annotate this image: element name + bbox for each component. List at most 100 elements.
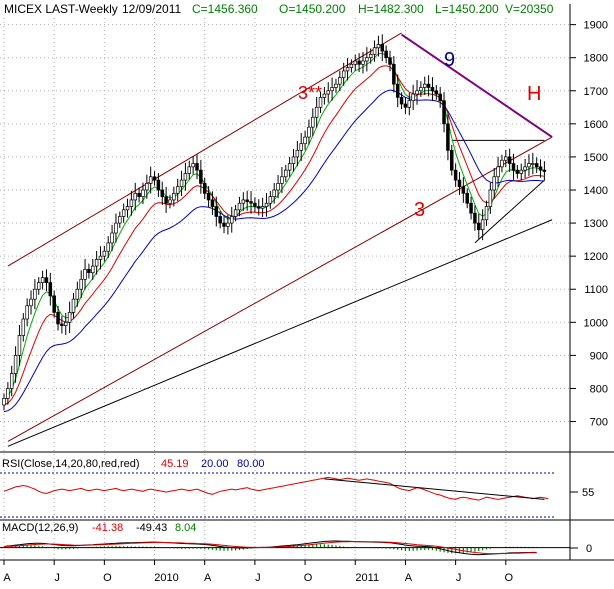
candle-body xyxy=(368,54,373,59)
candle xyxy=(488,182,493,214)
candle xyxy=(25,298,29,327)
candle xyxy=(322,86,327,105)
candle xyxy=(295,140,300,167)
candle xyxy=(233,204,238,222)
candle-body xyxy=(515,169,520,174)
candle-body xyxy=(129,199,134,207)
x-axis-labels: A J O 2010 A J O 2011 A J O xyxy=(3,560,514,584)
candle-body xyxy=(145,183,149,191)
candle xyxy=(399,92,404,110)
candle-body xyxy=(229,216,234,224)
y-tick-label-1400: 1400 xyxy=(584,185,608,197)
candle-body xyxy=(187,166,192,174)
candle xyxy=(79,270,83,299)
candle xyxy=(430,77,435,102)
candle xyxy=(465,188,469,209)
candle xyxy=(422,76,427,96)
candle-body xyxy=(102,250,107,257)
wave-annotations: 3** 9 H 3 xyxy=(298,49,541,221)
x-tick-label-3: 2010 xyxy=(154,572,178,584)
x-tick-label-6: O xyxy=(304,572,313,584)
candle xyxy=(222,216,226,234)
candle xyxy=(206,186,211,208)
candle-body xyxy=(64,321,68,326)
candle xyxy=(253,197,257,213)
candle xyxy=(264,193,269,217)
candle-body xyxy=(311,116,315,128)
candle xyxy=(94,250,99,275)
candle xyxy=(500,154,504,173)
candle-body xyxy=(110,232,114,244)
candle xyxy=(60,316,64,334)
candle-body xyxy=(318,97,323,108)
resistance-line xyxy=(401,33,553,138)
candle xyxy=(311,108,315,137)
candle xyxy=(280,167,284,194)
candle xyxy=(106,236,110,258)
candle xyxy=(21,313,26,342)
candle-body xyxy=(121,209,126,217)
candle-body xyxy=(249,201,253,204)
rsi-series xyxy=(3,476,549,501)
candle-body xyxy=(137,192,141,197)
candle-body xyxy=(199,169,203,184)
candle xyxy=(64,312,68,335)
rsi-lower-band-value: 20.00 xyxy=(201,458,229,470)
candle-body xyxy=(353,60,358,65)
y-tick-label-1200: 1200 xyxy=(584,251,608,263)
candle xyxy=(484,200,489,226)
candle xyxy=(538,159,543,178)
candle xyxy=(446,113,450,161)
y-tick-label-1000: 1000 xyxy=(584,317,608,329)
candle-body xyxy=(148,176,153,184)
candle xyxy=(307,119,311,145)
candle-body xyxy=(330,87,334,92)
candle xyxy=(365,47,369,72)
candle-body xyxy=(202,183,207,194)
candle xyxy=(125,198,130,218)
candle xyxy=(102,245,107,262)
candle-body xyxy=(260,206,265,209)
candle-body xyxy=(56,312,60,325)
candle xyxy=(91,258,95,280)
candle xyxy=(515,164,520,179)
y-tick-label-900: 900 xyxy=(590,350,608,362)
y-tick-label-1100: 1100 xyxy=(584,284,608,296)
candle xyxy=(191,155,195,175)
candle xyxy=(392,55,396,93)
candle xyxy=(272,183,276,204)
candle-body xyxy=(527,163,531,168)
candle xyxy=(160,181,165,205)
candle xyxy=(473,205,477,231)
rsi-current-value: 45.19 xyxy=(161,458,189,470)
candle xyxy=(534,157,539,173)
candle xyxy=(133,182,137,211)
candle xyxy=(164,186,168,213)
macd-tick-0: 0 xyxy=(586,543,592,555)
candle-body xyxy=(233,209,238,217)
candle-body xyxy=(87,269,91,274)
candle xyxy=(137,187,141,203)
candle xyxy=(141,182,145,204)
candle-body xyxy=(29,298,33,307)
candle xyxy=(314,96,319,128)
rsi-panel: RSI(Close,14,20,80,red,red) 45.19 20.00 … xyxy=(0,458,614,521)
candle xyxy=(453,163,458,187)
candle xyxy=(372,40,377,62)
candle-body xyxy=(13,355,18,374)
candle xyxy=(384,45,388,64)
candle-body xyxy=(152,176,157,181)
x-tick-label-8: A xyxy=(405,572,413,584)
candle-body xyxy=(426,83,431,88)
header-open: O=1450.200 xyxy=(279,2,346,16)
candle-body xyxy=(33,288,37,300)
candle xyxy=(156,173,161,197)
candle-body xyxy=(303,136,307,145)
macd-value: -41.38 xyxy=(92,522,123,534)
ma-mid-line xyxy=(3,65,545,406)
candle xyxy=(477,213,481,239)
candle xyxy=(334,78,338,93)
candle xyxy=(442,92,446,133)
candle xyxy=(284,164,288,182)
candle xyxy=(48,272,53,306)
